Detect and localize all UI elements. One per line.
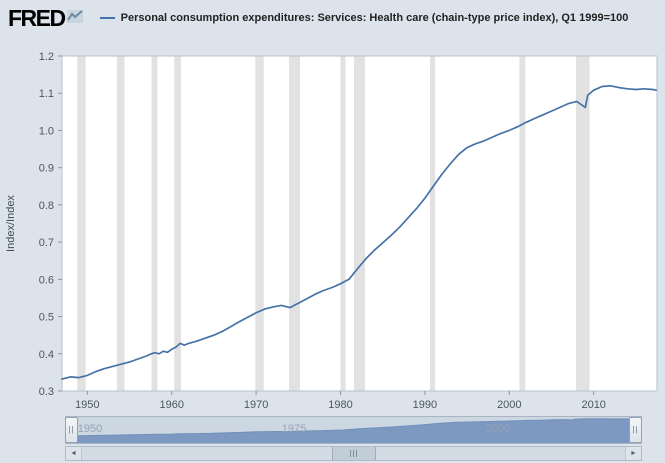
x-tick-label: 1980 [328, 399, 352, 411]
x-tick-label: 2000 [497, 399, 521, 411]
y-tick-label: 0.7 [39, 237, 54, 249]
scroll-right-button[interactable]: ► [625, 447, 641, 460]
recession-band [519, 56, 526, 391]
fred-logo-sparkline-icon [66, 10, 83, 23]
y-tick-label: 1.2 [39, 51, 54, 63]
recession-band [354, 56, 365, 391]
fred-logo-text: FRED [8, 5, 66, 31]
y-tick-label: 0.8 [39, 200, 54, 212]
x-tick-label: 1950 [75, 399, 99, 411]
y-tick-label: 0.4 [39, 349, 54, 361]
recession-band [430, 56, 436, 391]
x-tick-label: 1990 [413, 399, 437, 411]
series-line-swatch [99, 17, 115, 19]
range-slider-left-handle[interactable]: || [65, 417, 78, 443]
recession-band [340, 56, 346, 391]
date-range-slider[interactable]: 1950 1975 2000 || || [65, 416, 642, 444]
recession-band [151, 56, 158, 391]
series-title: Personal consumption expenditures: Servi… [120, 12, 629, 24]
series-line [61, 84, 658, 380]
recession-band [576, 56, 590, 391]
recession-band [255, 56, 264, 391]
scroll-left-button[interactable]: ◄ [66, 447, 82, 460]
recession-band [77, 56, 86, 391]
y-tick-label: 1.0 [39, 125, 54, 137]
y-axis-label: Index/Index [5, 195, 17, 252]
scrollbar-thumb[interactable] [331, 447, 376, 460]
recession-band [116, 56, 125, 391]
x-tick-label: 1970 [244, 399, 268, 411]
y-tick-label: 0.6 [39, 274, 54, 286]
handle-grip-icon: || [68, 425, 75, 434]
horizontal-scrollbar[interactable]: ◄ ► [65, 446, 642, 461]
y-tick-label: 0.5 [39, 312, 54, 324]
header: FRED Personal consumption expenditures: … [0, 0, 665, 34]
handle-grip-icon: || [632, 425, 639, 434]
slider-area-edge [66, 418, 641, 437]
y-tick-label: 1.1 [39, 88, 54, 100]
series-legend: Personal consumption expenditures: Servi… [99, 12, 657, 24]
fred-logo[interactable]: FRED [8, 6, 84, 30]
y-tick-label: 0.3 [39, 386, 54, 398]
x-tick-label: 1960 [159, 399, 183, 411]
recession-band [289, 56, 300, 391]
x-tick-label: 2010 [581, 399, 605, 411]
price-index-line-chart[interactable]: 0.3 0.4 0.5 0.6 0.7 0.8 0.9 1.0 1.1 1.2 1950 1960 19… [0, 34, 665, 416]
slider-area-fill [66, 418, 641, 443]
range-slider-area-chart [66, 417, 641, 443]
y-tick-label: 0.9 [39, 163, 54, 175]
scrollbar-track[interactable] [82, 447, 625, 460]
range-slider-right-handle[interactable]: || [629, 417, 642, 443]
recession-band [174, 56, 181, 391]
